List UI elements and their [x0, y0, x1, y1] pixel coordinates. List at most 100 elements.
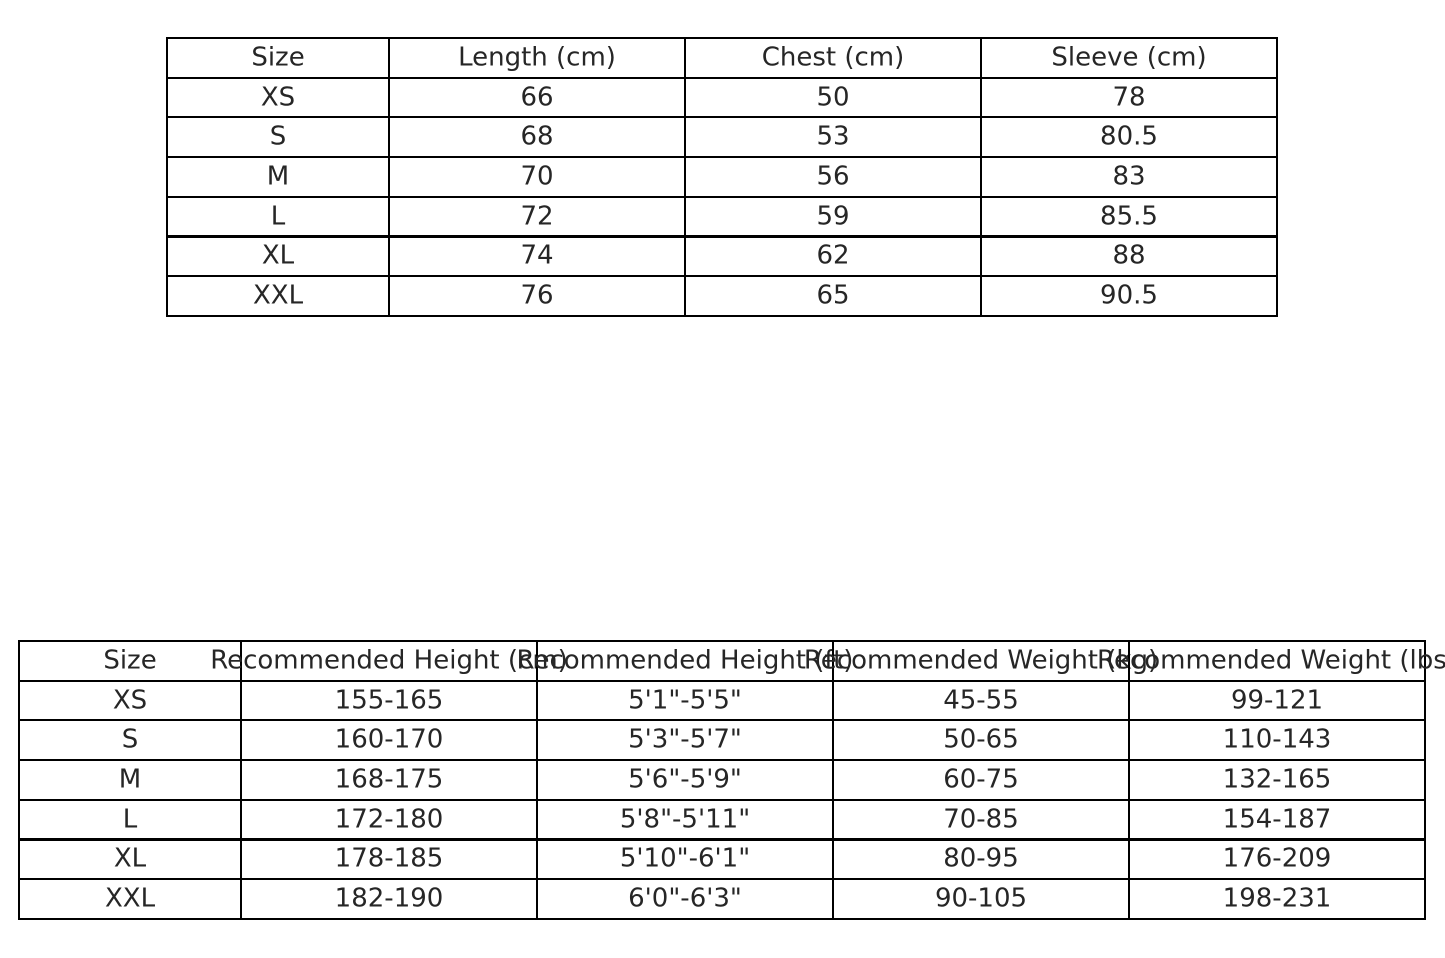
cell-value: 70: [520, 161, 554, 192]
table-cell: 76: [388, 275, 686, 317]
table-cell: 198-231: [1128, 878, 1426, 920]
cell-value: L: [270, 201, 286, 232]
table-cell: 160-170: [240, 719, 538, 762]
table-cell: XXL: [18, 878, 242, 920]
table-cell: 168-175: [240, 759, 538, 801]
cell-value: XL: [113, 843, 147, 874]
table-cell: 90-105: [832, 878, 1130, 920]
cell-value: 62: [816, 240, 850, 271]
table-cell: 172-180: [240, 798, 538, 841]
cell-value: L: [122, 804, 138, 835]
table-cell: XL: [166, 235, 390, 278]
cell-value: 72: [520, 201, 554, 232]
cell-value: 56: [816, 161, 850, 192]
cell-value: 68: [520, 121, 554, 152]
table-cell: 5'10"-6'1": [536, 838, 834, 881]
cell-value: 154-187: [1222, 804, 1332, 835]
table-cell: 110-143: [1128, 719, 1426, 762]
table-cell: XS: [18, 679, 242, 722]
table-cell: 78: [980, 76, 1278, 119]
table-cell: 99-121: [1128, 679, 1426, 722]
table-cell: L: [18, 798, 242, 841]
column-header: Recommended Weight (lbs): [1097, 645, 1445, 676]
cell-value: 5'8"-5'11": [619, 804, 751, 835]
table-cell: 72: [388, 195, 686, 238]
cell-value: 78: [1112, 81, 1146, 112]
table-cell: 6'0"-6'3": [536, 878, 834, 920]
table-cell: 50-65: [832, 719, 1130, 762]
column-header: Recommended Weight (kg): [803, 645, 1159, 676]
cell-value: 172-180: [334, 804, 444, 835]
column-header: Recommended Height (cm): [210, 645, 568, 676]
table-cell: 5'6"-5'9": [536, 759, 834, 801]
cell-value: 160-170: [334, 724, 444, 755]
cell-value: 45-55: [943, 684, 1019, 715]
table-cell: 68: [388, 116, 686, 159]
table-cell: 53: [684, 116, 982, 159]
table-cell: 56: [684, 156, 982, 198]
cell-value: 80-95: [943, 843, 1019, 874]
cell-value: XXL: [104, 883, 156, 914]
table-cell: 182-190: [240, 878, 538, 920]
table-cell: 45-55: [832, 679, 1130, 722]
table-cell: 66: [388, 76, 686, 119]
table-cell: XS: [166, 76, 390, 119]
column-header: Sleeve (cm): [1051, 42, 1207, 73]
cell-value: 80.5: [1100, 121, 1158, 152]
header-cell: Recommended Weight (kg): [804, 640, 1158, 682]
cell-value: 5'1"-5'5": [628, 684, 742, 715]
header-cell: Recommended Height (cm): [210, 640, 568, 682]
cell-value: 178-185: [334, 843, 444, 874]
cell-value: 90-105: [934, 883, 1028, 914]
header-cell: Size: [166, 37, 390, 79]
cell-value: S: [269, 121, 287, 152]
cell-value: XS: [260, 81, 296, 112]
column-header: Recommended Height (ft): [516, 645, 854, 676]
cell-value: 5'6"-5'9": [628, 764, 742, 795]
table-cell: 80.5: [980, 116, 1278, 159]
table-cell: L: [166, 195, 390, 238]
column-header: Size: [251, 42, 305, 73]
cell-value: 90.5: [1100, 280, 1158, 311]
cell-value: XL: [261, 240, 295, 271]
header-cell: Chest (cm): [684, 37, 982, 79]
table-cell: 154-187: [1128, 798, 1426, 841]
table-cell: S: [18, 719, 242, 762]
cell-value: M: [266, 161, 290, 192]
cell-value: 176-209: [1222, 843, 1332, 874]
table-cell: 83: [980, 156, 1278, 198]
cell-value: 76: [520, 280, 554, 311]
cell-value: M: [118, 764, 142, 795]
table-cell: 5'8"-5'11": [536, 798, 834, 841]
table-cell: M: [18, 759, 242, 801]
table-cell: 60-75: [832, 759, 1130, 801]
table-cell: 155-165: [240, 679, 538, 722]
table-cell: 85.5: [980, 195, 1278, 238]
cell-value: 60-75: [943, 764, 1019, 795]
table-cell: 5'3"-5'7": [536, 719, 834, 762]
header-cell: Recommended Height (ft): [517, 640, 853, 682]
cell-value: 70-85: [943, 804, 1019, 835]
cell-value: XXL: [252, 280, 304, 311]
table-cell: 62: [684, 235, 982, 278]
table-cell: 70: [388, 156, 686, 198]
cell-value: 5'10"-6'1": [619, 843, 751, 874]
table-cell: 88: [980, 235, 1278, 278]
cell-value: 99-121: [1230, 684, 1324, 715]
table-cell: 132-165: [1128, 759, 1426, 801]
cell-value: 110-143: [1222, 724, 1332, 755]
table-cell: 74: [388, 235, 686, 278]
cell-value: 6'0"-6'3": [628, 883, 742, 914]
table-cell: 70-85: [832, 798, 1130, 841]
cell-value: 88: [1112, 240, 1146, 271]
table-cell: 59: [684, 195, 982, 238]
table-cell: XXL: [166, 275, 390, 317]
column-header: Size: [103, 645, 157, 676]
header-cell: Size: [18, 640, 242, 682]
cell-value: XS: [112, 684, 148, 715]
cell-value: 53: [816, 121, 850, 152]
table-cell: XL: [18, 838, 242, 881]
header-cell: Sleeve (cm): [980, 37, 1278, 79]
header-cell: Recommended Weight (lbs): [1097, 640, 1445, 682]
column-header: Chest (cm): [761, 42, 905, 73]
